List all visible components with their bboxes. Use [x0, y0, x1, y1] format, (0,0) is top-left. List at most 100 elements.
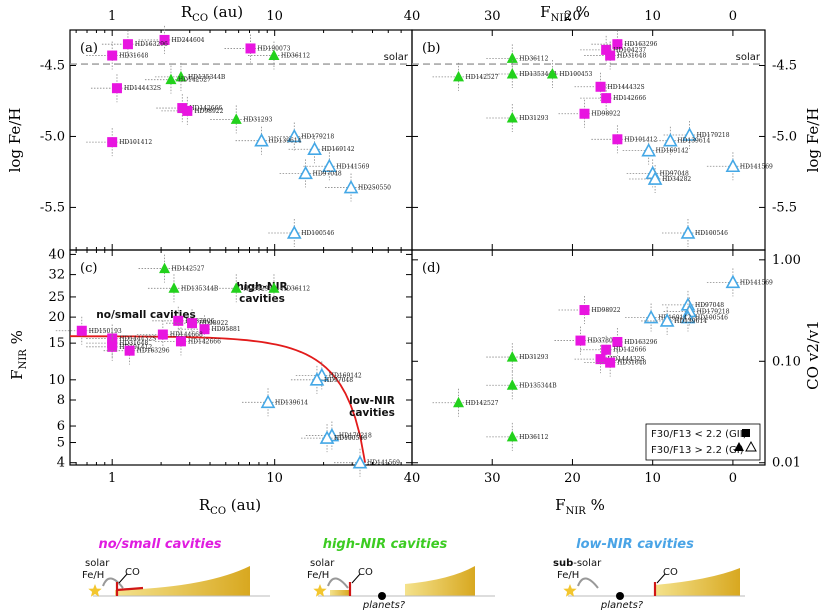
x-tick-label: 10	[266, 471, 283, 486]
planets-label: planets?	[362, 600, 406, 610]
marker-HD98922	[187, 318, 198, 329]
outer-disk	[405, 566, 475, 596]
point-label: HD31293	[519, 115, 548, 122]
y-tick-label: 4	[57, 456, 65, 471]
data-point: HD163296	[101, 30, 168, 59]
point-label: HD95881	[212, 326, 241, 333]
star-label: sub-solar	[553, 558, 602, 569]
marker-HD141569	[352, 455, 368, 469]
data-point: HD169142	[288, 135, 355, 164]
data-point: HD142527	[432, 62, 499, 91]
panel-d: (d)40 30 20 10 01.000.100.01HD141569HD97048H…	[404, 249, 801, 486]
data-point: HD31648	[584, 348, 646, 377]
marker-HD142666	[601, 93, 612, 104]
data-point: HD169142	[622, 136, 689, 165]
data-point: HD141569	[333, 448, 400, 477]
planet-icon	[378, 592, 386, 600]
marker-HD142666	[175, 336, 186, 347]
point-label: HD104237	[613, 47, 646, 54]
point-label: HD100546	[695, 230, 728, 237]
point-label: HD150193	[89, 328, 122, 335]
data-point: HD97048	[290, 365, 353, 394]
data-point: HD163296	[103, 336, 170, 365]
star-icon	[313, 584, 327, 597]
data-point: HD104237	[580, 35, 646, 64]
model-curve	[70, 335, 366, 463]
marker-HD179218	[286, 128, 302, 143]
x-tick-label: 10	[266, 9, 283, 24]
marker-HD142527	[453, 396, 465, 408]
point-label: HD97048	[695, 302, 724, 309]
ylabel-c: FNIR %	[8, 330, 29, 380]
point-label: HD142666	[188, 338, 221, 345]
y-tick-label: 10	[48, 373, 65, 388]
marker-HD31293	[230, 113, 242, 124]
point-label: HD31293	[243, 285, 272, 292]
x-tick-label: 10	[644, 471, 661, 486]
data-point: HD139614	[235, 126, 302, 155]
data-point: HD144432S	[574, 72, 645, 101]
marker-HD36112	[506, 430, 518, 442]
data-point: HD100546	[661, 218, 728, 247]
data-point: HD142666	[580, 335, 646, 364]
point-label: HD144432S	[124, 85, 161, 92]
top-axis-title-a: RCO (au)	[181, 3, 243, 24]
marker-HD95881	[199, 324, 210, 335]
marker-HD135344B	[506, 379, 518, 390]
legend-square-icon	[742, 429, 750, 437]
point-label: HD142527	[466, 74, 499, 81]
marker-HD31648	[107, 50, 118, 61]
data-point: HD95881	[178, 315, 241, 344]
point-label: HD36112	[519, 434, 548, 441]
y-tick-label: 1.00	[772, 253, 801, 268]
y-tick-label: 15	[48, 336, 65, 351]
point-label: HD142666	[613, 95, 646, 102]
accretion-arrow	[102, 577, 124, 589]
point-label: HD135344B	[519, 71, 557, 78]
data-point: HD34282	[629, 165, 691, 194]
data-point: HD144668	[136, 320, 203, 349]
point-label: HD179218	[339, 433, 372, 440]
point-label: HD163296	[624, 41, 657, 48]
marker-HD31648	[605, 357, 616, 368]
point-label: HD142527	[172, 266, 205, 273]
point-label: HD139614	[275, 399, 308, 406]
star-icon	[563, 584, 577, 597]
point-label: HD139614	[677, 138, 710, 145]
marker-HD141569	[725, 158, 741, 173]
marker-HD36112	[268, 49, 280, 61]
data-point: HD97048	[279, 159, 342, 188]
panel-frame	[411, 29, 766, 251]
point-label: HD36112	[281, 53, 310, 60]
annotation-low-nir: cavities	[349, 407, 395, 419]
marker-HD98922	[579, 305, 590, 316]
marker-HD139614	[662, 133, 678, 147]
y-tick-label: -5.0	[772, 129, 797, 144]
ylabel-a: log Fe/H	[6, 108, 24, 173]
fe-h-label: Fe/H	[307, 570, 329, 581]
x-tick-label: 1	[108, 9, 116, 24]
x-tick-label: 10	[644, 9, 661, 24]
y-tick-label: -5.0	[40, 129, 65, 144]
point-label: HD100546	[301, 230, 334, 237]
marker-HD163296	[612, 336, 623, 347]
x-tick-label: 30	[484, 471, 501, 486]
data-point: HD142666	[580, 84, 646, 113]
y-tick-label: 20	[48, 310, 65, 325]
solar-label: solar	[384, 52, 409, 63]
marker-HD100546	[680, 225, 696, 239]
panel-label: (b)	[422, 41, 440, 56]
point-label: HD144432S	[608, 356, 645, 363]
co-label: CO	[358, 567, 373, 578]
point-label: HD169142	[656, 148, 689, 155]
marker-HD101412	[107, 137, 118, 148]
panel-label: (d)	[422, 261, 440, 276]
point-label: HD37806	[185, 318, 214, 325]
star-label: solar	[310, 558, 335, 569]
y-tick-label: 0.01	[772, 456, 801, 471]
point-label: HD31293	[243, 116, 272, 123]
marker-HD139614	[260, 394, 276, 409]
ylabel-b: log Fe/H	[804, 108, 822, 173]
